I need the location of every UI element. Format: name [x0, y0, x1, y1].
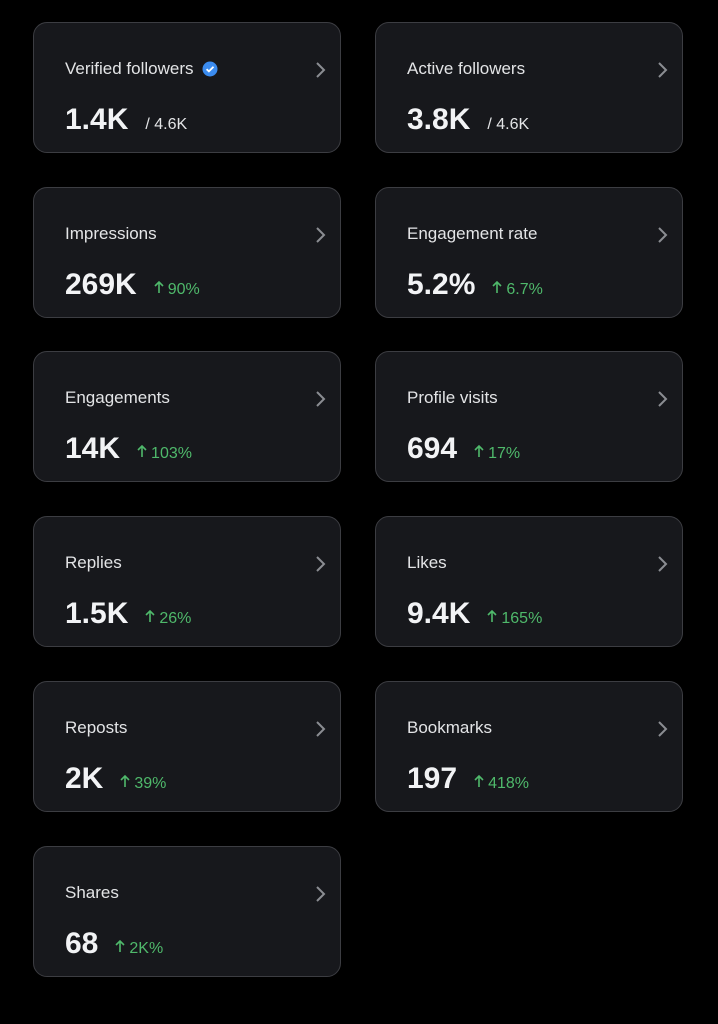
stat-card[interactable]: Bookmarks 197 418%: [375, 680, 683, 812]
stat-value: 269K: [65, 267, 137, 301]
up-arrow: [492, 280, 502, 293]
stat-change-text: 39%: [134, 774, 167, 792]
chevron: [658, 62, 668, 78]
stat-label: Reposts: [65, 717, 128, 737]
stat-change-text: 17%: [488, 445, 521, 463]
stat-row: 694 17%: [407, 432, 520, 466]
stat-row: 2K 39%: [65, 762, 166, 796]
stat-label-row: Profile visits: [407, 388, 498, 408]
stat-change: 17%: [474, 444, 520, 463]
stat-change: 26%: [145, 609, 191, 628]
stat-label: Active followers: [407, 59, 526, 78]
stat-label-row: Bookmarks: [407, 718, 492, 738]
chevron: [316, 721, 326, 737]
stat-label: Profile visits: [407, 388, 498, 408]
stat-value: 1.4K: [65, 103, 129, 136]
stat-row: 197 418%: [407, 762, 529, 796]
stat-row: 68 2K%: [65, 927, 163, 961]
stat-change: 418%: [474, 774, 529, 793]
stat-label: Verified followers: [65, 59, 194, 78]
stat-label-row: Engagement rate: [407, 224, 537, 244]
stat-label: Bookmarks: [407, 717, 493, 737]
up-arrow: [115, 939, 125, 952]
stat-card[interactable]: Engagements 14K 103%: [33, 351, 341, 483]
stat-card[interactable]: Active followers 3.8K / 4.6K: [375, 22, 683, 153]
up-arrow: [137, 445, 147, 458]
stat-row: 269K 90%: [65, 268, 200, 302]
stat-value: 1.5K: [65, 597, 129, 631]
stat-row: 3.8K / 4.6K: [407, 103, 529, 137]
up-arrow: [474, 774, 484, 787]
stat-value: 5.2%: [407, 267, 476, 301]
up-arrow: [145, 609, 155, 623]
stat-row: 1.4K / 4.6K: [65, 103, 187, 137]
stat-label: Engagements: [65, 388, 170, 408]
verified-badge: [202, 61, 218, 77]
stat-change-text: 418%: [488, 774, 529, 792]
stat-change-text: 90%: [167, 280, 200, 298]
stat-change-text: 26%: [159, 610, 192, 628]
stat-row: 14K 103%: [65, 432, 192, 466]
up-arrow: [120, 774, 130, 787]
stat-total: / 4.6K: [487, 116, 530, 133]
stat-label: Impressions: [65, 223, 157, 243]
stat-value: 2K: [65, 761, 104, 795]
stat-card[interactable]: Profile visits 694 17%: [375, 351, 683, 483]
stat-change: 90%: [154, 280, 200, 299]
stat-row: 9.4K 165%: [407, 597, 542, 631]
chevron: [316, 62, 326, 78]
stat-label: Shares: [65, 882, 119, 902]
stat-change: 6.7%: [492, 280, 543, 299]
stat-card[interactable]: Replies 1.5K 26%: [33, 516, 341, 648]
stat-card[interactable]: Impressions 269K 90%: [33, 186, 341, 318]
stat-label: Engagement rate: [407, 223, 538, 243]
stat-change: 103%: [137, 444, 192, 463]
stat-row: 1.5K 26%: [65, 597, 191, 631]
chevron: [316, 885, 326, 902]
stat-change: 2K%: [115, 939, 163, 958]
stat-value: 197: [407, 761, 458, 795]
stat-card[interactable]: Verified followers 1.4K / 4.6K: [33, 22, 341, 153]
stat-label-row: Likes: [407, 553, 447, 573]
stat-change-text: 165%: [501, 610, 543, 628]
chevron: [316, 226, 326, 243]
stat-change: 39%: [120, 774, 166, 793]
stat-label-row: Active followers: [407, 59, 525, 79]
stat-change: 165%: [487, 609, 542, 628]
up-arrow: [474, 445, 484, 458]
stat-label-row: Verified followers: [65, 59, 218, 79]
stat-label: Likes: [407, 553, 447, 573]
stat-label: Replies: [65, 553, 122, 573]
stat-card[interactable]: Shares 68 2K%: [33, 845, 341, 977]
stat-label-row: Engagements: [65, 388, 170, 408]
stat-change-text: 2K%: [129, 939, 164, 957]
stat-card[interactable]: Likes 9.4K 165%: [375, 516, 683, 648]
stat-label-row: Reposts: [65, 718, 127, 738]
up-arrow: [154, 280, 164, 293]
chevron: [658, 391, 668, 408]
chevron: [658, 556, 668, 572]
chevron: [316, 556, 326, 572]
stat-card[interactable]: Reposts 2K 39%: [33, 680, 341, 812]
up-arrow: [487, 609, 497, 623]
stat-total: / 4.6K: [145, 116, 188, 133]
stat-value: 68: [65, 926, 99, 960]
stat-card[interactable]: Engagement rate 5.2% 6.7%: [375, 186, 683, 318]
chevron: [658, 226, 668, 243]
stat-label-row: Replies: [65, 553, 122, 573]
stat-change-text: 6.7%: [506, 280, 543, 298]
chevron: [316, 391, 326, 408]
stat-value: 14K: [65, 432, 121, 466]
stat-value: 3.8K: [407, 103, 471, 136]
stat-value: 694: [407, 432, 458, 466]
stat-label-row: Impressions: [65, 224, 157, 244]
stat-row: 5.2% 6.7%: [407, 268, 543, 302]
chevron: [658, 721, 668, 737]
stat-label-row: Shares: [65, 883, 119, 903]
stat-value: 9.4K: [407, 597, 471, 631]
stat-change-text: 103%: [151, 445, 192, 463]
